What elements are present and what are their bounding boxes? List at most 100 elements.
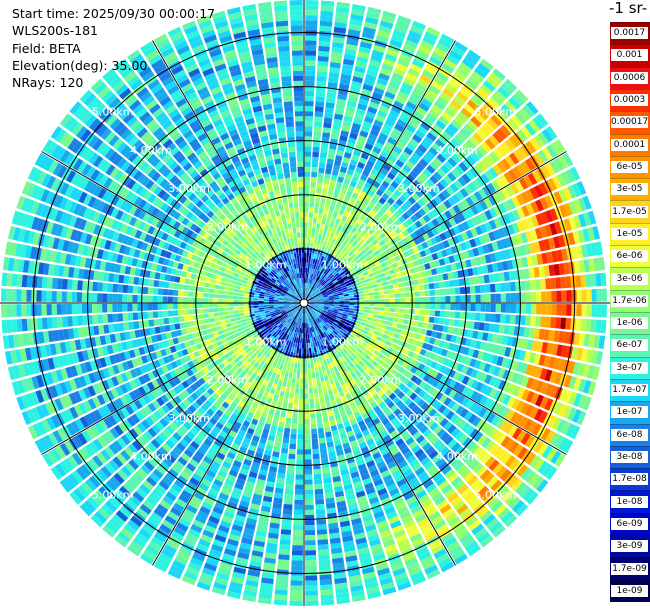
ray-gate	[319, 152, 328, 159]
ray-gate	[410, 481, 422, 491]
ray-gate	[393, 288, 400, 294]
ray-gate	[345, 105, 356, 113]
ray-gate	[530, 304, 537, 315]
ray-gate	[325, 163, 333, 170]
ray-gate	[470, 498, 483, 511]
ray-gate	[177, 374, 186, 383]
ray-gate	[342, 289, 348, 293]
ray-gate	[429, 337, 436, 345]
ray-gate	[240, 441, 250, 449]
ray-gate	[496, 449, 508, 462]
ray-gate	[442, 325, 449, 333]
ray-gate	[466, 155, 477, 166]
ray-gate	[238, 429, 246, 437]
ray-gate	[327, 292, 333, 296]
ray-gate	[378, 315, 384, 320]
ray-gate	[398, 334, 405, 341]
ray-gate	[502, 381, 512, 393]
ray-gate	[351, 240, 358, 247]
ray-gate	[305, 600, 319, 606]
ray-gate	[494, 251, 502, 262]
ray-gate	[428, 352, 436, 360]
ray-gate	[381, 243, 389, 251]
ray-gate	[236, 335, 243, 341]
ray-gate	[322, 310, 328, 314]
ray-gate	[507, 425, 518, 437]
ray-gate	[186, 346, 194, 354]
ray-gate	[256, 478, 266, 486]
ray-gate	[320, 267, 325, 273]
ray-gate	[512, 209, 521, 221]
ray-gate	[304, 146, 312, 152]
ray-gate	[290, 307, 295, 310]
ray-gate	[526, 339, 534, 351]
ray-gate	[304, 434, 311, 440]
ray-gate	[337, 454, 346, 461]
ray-gate	[503, 422, 514, 435]
ray-gate	[277, 323, 283, 328]
ray-gate	[262, 406, 270, 414]
ray-gate	[441, 532, 455, 543]
ray-gate	[413, 111, 425, 121]
ray-gate	[101, 433, 112, 445]
ray-gate	[346, 168, 355, 176]
ray-gate	[494, 503, 507, 517]
ray-gate	[326, 329, 331, 335]
ray-gate	[384, 141, 395, 150]
ray-gate	[341, 384, 348, 391]
ray-gate	[367, 189, 376, 197]
ray-gate	[484, 342, 492, 352]
ray-gate	[324, 285, 330, 290]
ray-gate	[318, 208, 324, 215]
ray-gate	[222, 483, 233, 492]
ray-gate	[437, 404, 447, 414]
ray-gate	[334, 113, 344, 121]
ray-gate	[202, 455, 213, 465]
ray-gate	[377, 389, 385, 397]
ray-gate	[333, 295, 339, 299]
ray-gate	[324, 173, 331, 180]
ray-gate	[298, 317, 301, 323]
ray-gate	[363, 347, 370, 354]
ray-gate	[464, 356, 472, 366]
ray-gate	[124, 446, 135, 458]
ray-gate	[344, 550, 357, 558]
ray-gate	[370, 325, 376, 330]
ray-gate	[385, 159, 395, 168]
ray-gate	[277, 472, 286, 479]
ray-gate	[556, 249, 564, 262]
ray-gate	[359, 41, 373, 50]
ray-gate	[212, 425, 221, 434]
ray-gate	[328, 319, 334, 324]
ray-gate	[438, 258, 446, 266]
ray-gate	[345, 364, 352, 371]
ray-gate	[216, 452, 226, 461]
ray-gate	[484, 456, 496, 468]
ray-gate	[328, 293, 334, 297]
ray-gate	[496, 128, 508, 141]
ray-gate	[376, 346, 383, 353]
ray-gate	[281, 524, 292, 530]
ray-gate	[318, 295, 324, 299]
ray-gate	[206, 469, 217, 479]
ray-gate	[306, 353, 310, 359]
ray-gate	[322, 183, 329, 190]
ray-gate	[329, 351, 335, 357]
ray-gate	[119, 383, 129, 394]
ray-gate	[294, 504, 304, 511]
ray-gate	[336, 386, 343, 393]
ray-gate	[435, 205, 444, 215]
ray-gate	[283, 376, 288, 382]
ray-gate	[301, 318, 304, 324]
ray-gate	[598, 256, 606, 271]
ray-gate	[307, 232, 312, 238]
ray-gate	[330, 200, 337, 207]
ray-gate	[440, 348, 448, 357]
ray-gate	[447, 438, 458, 449]
ray-gate	[507, 224, 516, 235]
ray-gate	[378, 239, 386, 247]
ray-gate	[565, 317, 572, 330]
ray-gate	[447, 492, 459, 503]
ray-gate	[252, 435, 260, 443]
ray-gate	[306, 338, 309, 344]
